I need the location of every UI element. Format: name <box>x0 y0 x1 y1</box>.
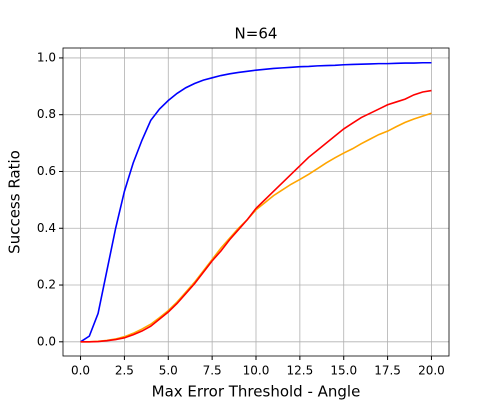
series-line <box>80 61 432 343</box>
x-tick-label: 15.0 <box>330 364 357 378</box>
x-tick-label: 12.5 <box>287 364 314 378</box>
x-axis-label: Max Error Threshold - Angle <box>152 383 361 400</box>
x-tick-label: 5.0 <box>159 364 178 378</box>
y-tick-label: 0.8 <box>37 107 56 121</box>
chart-title: N=64 <box>235 25 278 43</box>
x-tick-label: 0.0 <box>71 364 90 378</box>
x-tick-label: 20.0 <box>418 364 445 378</box>
y-tick-label: 0.0 <box>37 334 56 348</box>
y-axis-label: Success Ratio <box>6 150 24 254</box>
y-tick-label: 0.6 <box>37 164 56 178</box>
x-tick-label: 17.5 <box>374 364 401 378</box>
series-line <box>80 89 432 343</box>
x-tick-label: 10.0 <box>243 364 270 378</box>
y-tick-label: 0.4 <box>37 221 56 235</box>
plot-frame <box>62 47 450 357</box>
series-line <box>80 112 432 343</box>
x-tick-label: 7.5 <box>203 364 222 378</box>
y-tick-label: 1.0 <box>37 50 56 64</box>
x-tick-label: 2.5 <box>115 364 134 378</box>
y-tick-label: 0.2 <box>37 278 56 292</box>
